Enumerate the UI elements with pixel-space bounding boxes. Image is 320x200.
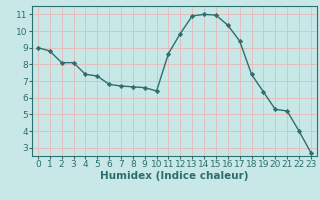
X-axis label: Humidex (Indice chaleur): Humidex (Indice chaleur): [100, 171, 249, 181]
